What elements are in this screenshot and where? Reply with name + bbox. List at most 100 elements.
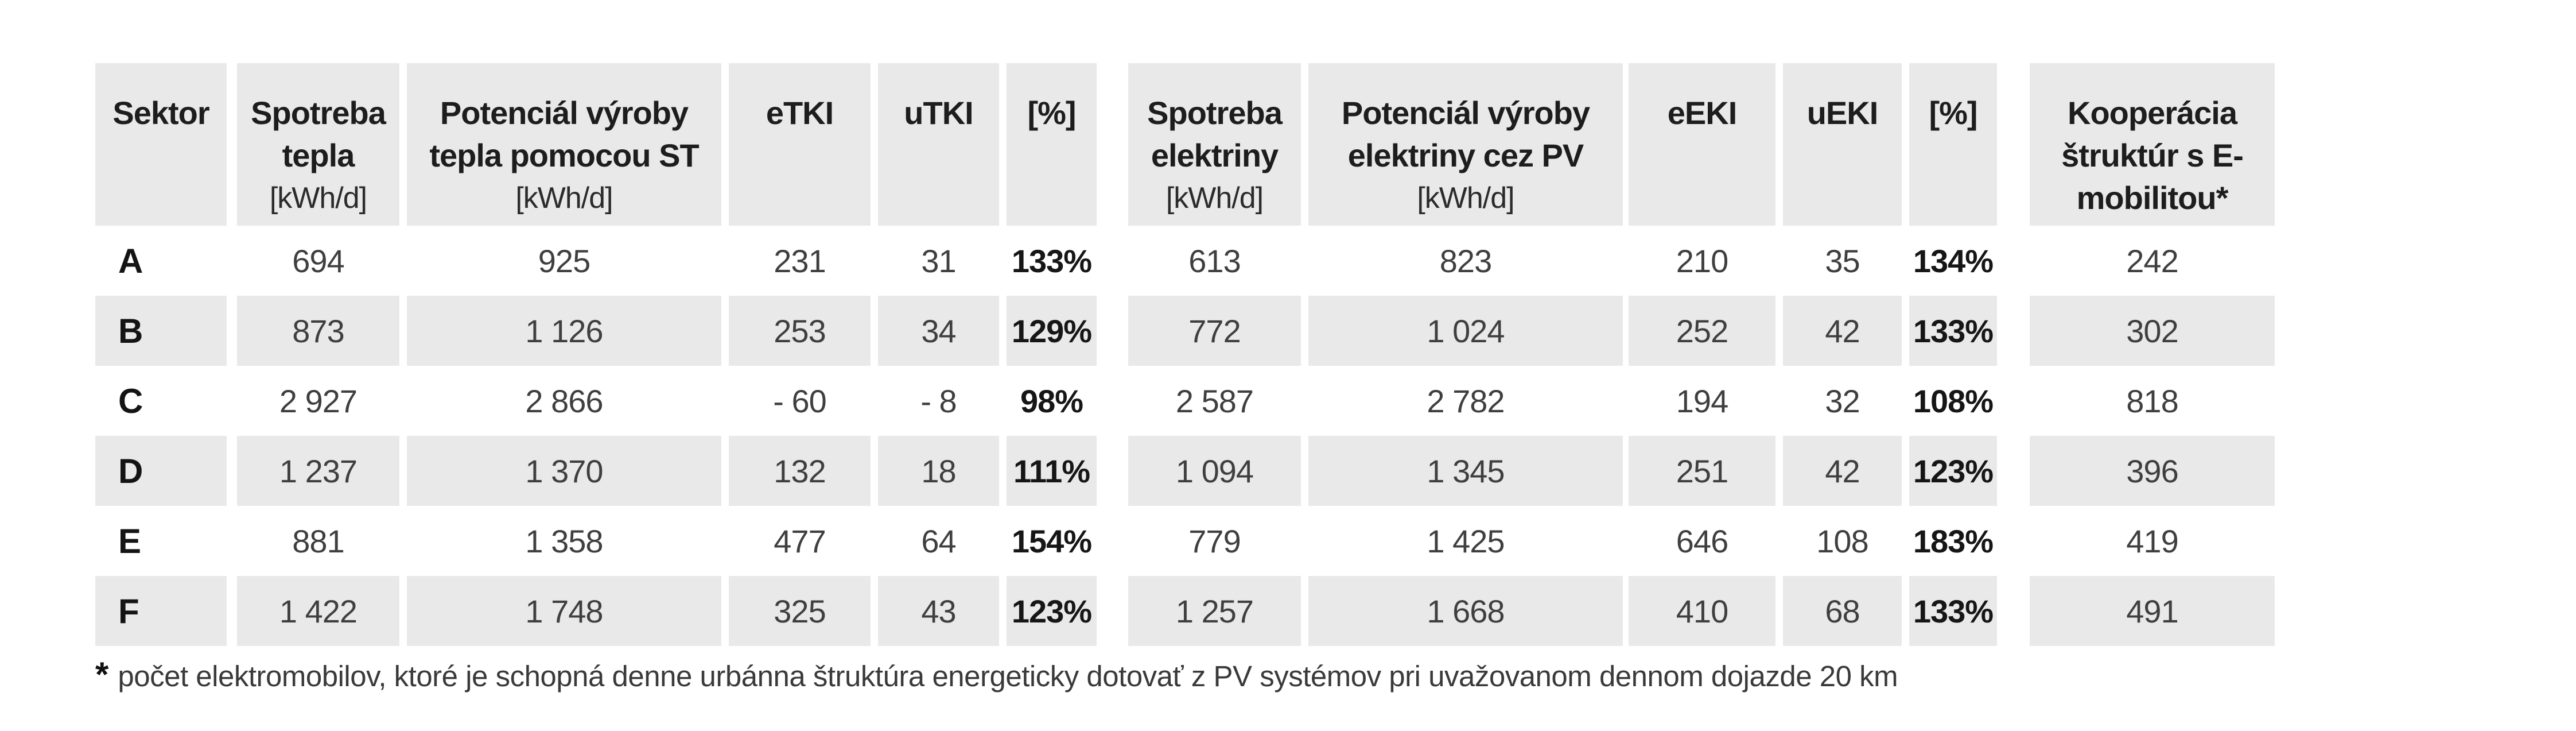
column-unit: [kWh/d]	[1417, 181, 1514, 215]
value-cell: 1 126	[407, 296, 721, 366]
value-cell: 410	[1629, 576, 1775, 646]
value-cell: 1 358	[525, 523, 603, 559]
column-title: eEKI	[1667, 95, 1737, 131]
cooperation-cell: 491	[2030, 576, 2275, 646]
value-cell: 477	[774, 523, 826, 559]
value-cell: - 8	[920, 382, 957, 419]
value-cell: 646	[1676, 523, 1728, 559]
sector-cell: D	[95, 436, 227, 506]
value-cell: 43	[878, 576, 999, 646]
footnote-asterisk: *	[95, 655, 109, 694]
percent-cell: 123%	[1909, 436, 1997, 506]
value-cell: 1 024	[1308, 296, 1623, 366]
column-unit: [kWh/d]	[515, 181, 613, 215]
cooperation-cell: 419	[2126, 523, 2178, 559]
value-cell: 32	[1825, 382, 1860, 419]
column-unit: [kWh/d]	[1165, 181, 1264, 215]
sector-cell: E	[118, 521, 141, 560]
value-cell: 1 094	[1128, 436, 1301, 506]
value-cell: 325	[729, 576, 871, 646]
value-cell: 2 866	[525, 382, 603, 419]
column-header-eki-percent: [%]	[1909, 63, 1997, 226]
value-cell: 823	[1439, 242, 1492, 279]
table-row-f: F 1 422 1 748 325 43 123% 1 257 1 668 41…	[95, 576, 2275, 646]
table-row-c: C 2 927 2 866 - 60 - 8 98% 2 587 2 782 1…	[95, 366, 2275, 436]
footnote: * počet elektromobilov, ktoré je schopná…	[95, 655, 1898, 694]
cooperation-cell: 242	[2126, 242, 2178, 279]
value-cell: 881	[292, 523, 344, 559]
sector-cell: B	[95, 296, 227, 366]
value-cell: 779	[1188, 523, 1241, 559]
column-title: Kooperácia štruktúr s E-mobilitou*	[2061, 95, 2244, 216]
cooperation-cell: 302	[2030, 296, 2275, 366]
energy-cooperation-table: Sektor Spotreba tepla [kWh/d] Potenciál …	[95, 63, 2275, 646]
value-cell: 31	[921, 242, 956, 279]
value-cell: 68	[1783, 576, 1902, 646]
sector-cell: F	[95, 576, 227, 646]
column-unit: [kWh/d]	[269, 181, 367, 215]
value-cell: 194	[1676, 382, 1728, 419]
percent-cell: 133%	[1011, 242, 1092, 279]
table-row-e: E 881 1 358 477 64 154% 779 1 425 646 10…	[95, 506, 2275, 576]
column-title: uTKI	[904, 95, 973, 131]
value-cell: 252	[1629, 296, 1775, 366]
column-header-tki-percent: [%]	[1007, 63, 1097, 226]
column-title: [%]	[1027, 95, 1076, 131]
column-header-utki: uTKI	[878, 63, 999, 226]
column-title: Potenciál výroby elektriny cez PV	[1341, 95, 1590, 173]
footnote-text: počet elektromobilov, ktoré je schopná d…	[118, 660, 1898, 693]
value-cell: 1 425	[1427, 523, 1505, 559]
value-cell: 251	[1629, 436, 1775, 506]
value-cell: 42	[1783, 436, 1902, 506]
value-cell: 210	[1676, 242, 1728, 279]
column-title: [%]	[1929, 95, 1977, 131]
cooperation-cell: 396	[2030, 436, 2275, 506]
value-cell: 132	[729, 436, 871, 506]
column-header-kooperacia: Kooperácia štruktúr s E-mobilitou*	[2030, 63, 2275, 226]
value-cell: 34	[878, 296, 999, 366]
value-cell: 1 257	[1128, 576, 1301, 646]
column-title: Spotreba elektriny	[1147, 95, 1283, 173]
cooperation-cell: 818	[2126, 382, 2178, 419]
percent-cell: 183%	[1913, 523, 1994, 559]
column-header-spotreba-tepla: Spotreba tepla [kWh/d]	[237, 63, 399, 226]
percent-cell: 98%	[1020, 382, 1083, 419]
value-cell: 108	[1816, 523, 1868, 559]
column-title: uEKI	[1806, 95, 1879, 131]
value-cell: 772	[1128, 296, 1301, 366]
percent-cell: 134%	[1913, 242, 1994, 279]
table-header-row: Sektor Spotreba tepla [kWh/d] Potenciál …	[95, 63, 2275, 226]
value-cell: 1 668	[1308, 576, 1623, 646]
value-cell: 35	[1825, 242, 1860, 279]
value-cell: 18	[878, 436, 999, 506]
value-cell: 1 422	[237, 576, 399, 646]
value-cell: 1 345	[1308, 436, 1623, 506]
column-title: Spotreba tepla	[251, 95, 386, 173]
value-cell: 231	[774, 242, 826, 279]
percent-cell: 133%	[1909, 576, 1997, 646]
percent-cell: 154%	[1011, 523, 1092, 559]
column-header-potencial-st: Potenciál výroby tepla pomocou ST [kWh/d…	[407, 63, 721, 226]
percent-cell: 108%	[1913, 382, 1994, 419]
percent-cell: 133%	[1909, 296, 1997, 366]
column-header-potencial-pv: Potenciál výroby elektriny cez PV [kWh/d…	[1308, 63, 1623, 226]
column-title: Sektor	[112, 95, 209, 131]
value-cell: 613	[1188, 242, 1241, 279]
value-cell: 1 237	[237, 436, 399, 506]
column-title: Potenciál výroby tepla pomocou ST	[429, 95, 699, 173]
value-cell: 1 748	[407, 576, 721, 646]
value-cell: 2 587	[1175, 382, 1254, 419]
sector-cell: C	[118, 381, 143, 420]
value-cell: 925	[538, 242, 590, 279]
value-cell: 2 927	[279, 382, 358, 419]
column-header-eeki: eEKI	[1629, 63, 1775, 226]
percent-cell: 111%	[1007, 436, 1097, 506]
table-row-b: B 873 1 126 253 34 129% 772 1 024 252 42…	[95, 296, 2275, 366]
column-header-etki: eTKI	[729, 63, 871, 226]
value-cell: 873	[237, 296, 399, 366]
table-row-a: A 694 925 231 31 133% 613 823 210 35 134…	[95, 226, 2275, 296]
sector-cell: A	[118, 241, 143, 280]
column-header-sektor: Sektor	[95, 63, 227, 226]
column-header-spotreba-elektriny: Spotreba elektriny [kWh/d]	[1128, 63, 1301, 226]
